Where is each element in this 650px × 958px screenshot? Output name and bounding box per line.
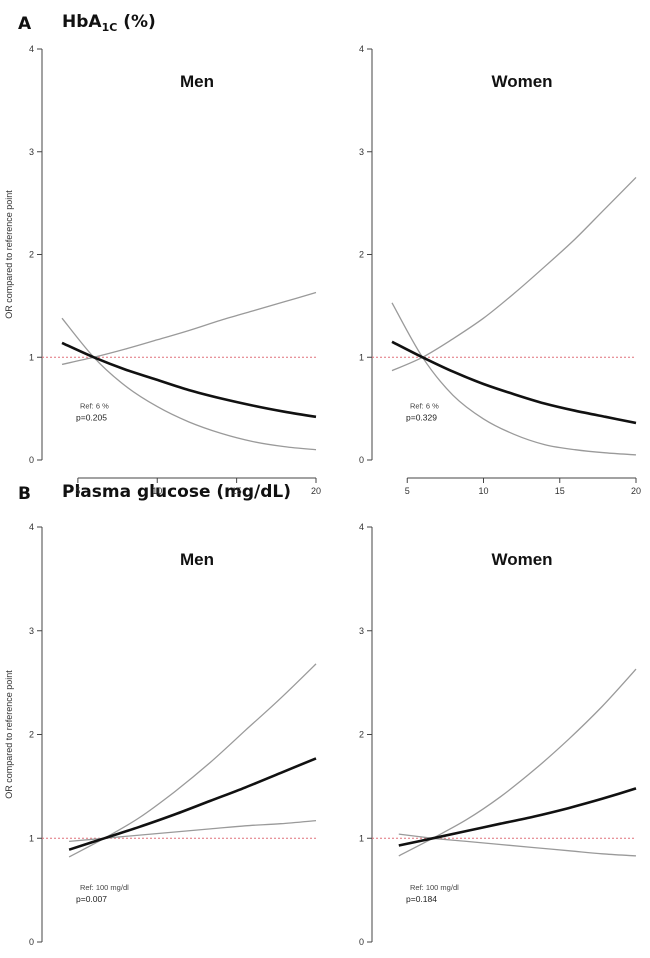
y-tick-label: 1 (29, 833, 34, 843)
x-tick-label: 10 (152, 486, 162, 496)
reference-annotation: Ref: 100 mg/dl (80, 883, 129, 892)
y-tick-label: 1 (29, 352, 34, 362)
y-tick-label: 3 (359, 626, 364, 636)
series-line-upper-ci (61, 291, 317, 366)
reference-annotation: Ref: 6 % (410, 402, 439, 411)
section-a-title: HbA1C (%) (62, 12, 156, 34)
y-tick-label: 4 (359, 522, 364, 532)
p-value-annotation: p=0.007 (76, 894, 107, 904)
panel-title: Women (491, 550, 552, 569)
panel-title: Men (180, 550, 214, 569)
series-line-upper-ci (391, 176, 637, 372)
panel-title: Women (491, 72, 552, 91)
chart-b-women: 0123450100150200250300350400WomenRef: 10… (359, 522, 637, 947)
series-line-lower-ci (391, 302, 637, 456)
y-tick-label: 2 (359, 250, 364, 260)
x-tick-label: 15 (232, 486, 242, 496)
chart-b-men: 0123450100150200250300350400OR compared … (4, 522, 317, 947)
series-line-estimate (398, 787, 637, 847)
section-a-title-suffix: (%) (117, 12, 156, 32)
y-tick-label: 2 (29, 250, 34, 260)
panel-letter-b: B (18, 484, 31, 504)
x-tick-label: 5 (405, 486, 410, 496)
y-tick-label: 0 (359, 455, 364, 465)
chart-a-men: 0 1 2 3 4 5 10 15 20 OR compared to reference poi… (4, 44, 321, 496)
y-axis-label: OR compared to reference point (4, 190, 14, 319)
reference-annotation: Ref: 100 mg/dl (410, 883, 459, 892)
y-tick-label: 3 (29, 626, 34, 636)
x-tick-label: 20 (631, 486, 641, 496)
series-line-upper-ci (68, 663, 317, 858)
p-value-annotation: p=0.205 (76, 413, 107, 423)
y-tick-label: 3 (359, 147, 364, 157)
x-tick-label: 20 (311, 486, 321, 496)
series-line-upper-ci (398, 668, 637, 857)
y-tick-label: 4 (29, 522, 34, 532)
series-line-lower-ci (61, 317, 317, 451)
y-tick-label: 2 (29, 730, 34, 740)
x-tick-label: 15 (555, 486, 565, 496)
section-a-title-main: HbA (62, 12, 102, 32)
x-tick-label: 10 (478, 486, 488, 496)
x-tick-label: 5 (75, 486, 80, 496)
y-tick-label: 4 (29, 44, 34, 54)
section-b-title: Plasma glucose (mg/dL) (62, 482, 292, 502)
y-tick-label: 1 (359, 833, 364, 843)
y-tick-label: 2 (359, 730, 364, 740)
y-tick-label: 4 (359, 44, 364, 54)
panel-title: Men (180, 72, 214, 91)
y-tick-label: 0 (29, 937, 34, 947)
p-value-annotation: p=0.329 (406, 413, 437, 423)
y-tick-label: 0 (29, 455, 34, 465)
section-a-title-subscript: 1C (101, 21, 118, 34)
p-value-annotation: p=0.184 (406, 894, 437, 904)
series-line-estimate (391, 340, 637, 425)
y-tick-label: 1 (359, 352, 364, 362)
panel-letter-a: A (18, 14, 32, 34)
chart-a-women: 0 1 2 3 4 5 10 15 20 Women Ref: 6 % p=0.329 (359, 44, 641, 496)
series-line-estimate (61, 341, 317, 419)
y-tick-label: 0 (359, 937, 364, 947)
y-axis-label: OR compared to reference point (4, 670, 14, 799)
y-tick-label: 3 (29, 147, 34, 157)
reference-annotation: Ref: 6 % (80, 402, 109, 411)
series-line-estimate (68, 757, 317, 851)
